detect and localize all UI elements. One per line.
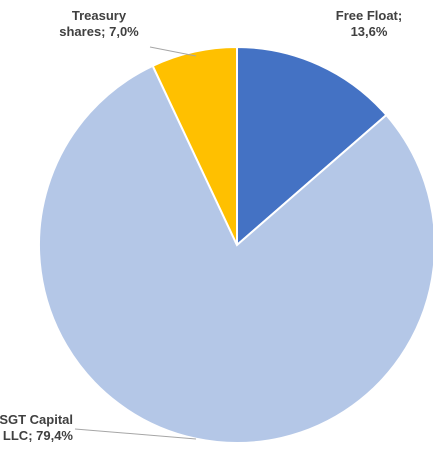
- pie-slice-sgt-capital-llc: [38, 64, 433, 444]
- slice-label-line: Treasury: [72, 8, 127, 23]
- leader-lines: [74, 46, 197, 440]
- leader-line: [74, 428, 197, 440]
- slice-label-line: LLC; 79,4%: [3, 428, 74, 443]
- slice-labels: Free Float; 13,6% SGT Capital LLC; 79,4% Tre…: [0, 8, 402, 443]
- slice-label-line: Free Float;: [336, 8, 402, 23]
- slice-label-line: shares; 7,0%: [59, 24, 139, 39]
- slice-label-line: 13,6%: [351, 24, 388, 39]
- slice-label-sgt-capital-llc: SGT Capital LLC; 79,4%: [0, 412, 73, 443]
- slice-label-line: SGT Capital: [0, 412, 73, 427]
- slice-label-treasury-shares: Treasury shares; 7,0%: [59, 8, 139, 39]
- pie-slice-free-float: [236, 45, 388, 248]
- pie-slice-treasury-shares: [151, 45, 238, 246]
- leader-line: [149, 46, 197, 57]
- pie-slices: [38, 45, 433, 444]
- slice-label-free-float: Free Float; 13,6%: [336, 8, 402, 39]
